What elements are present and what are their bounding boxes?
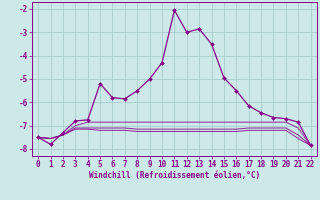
X-axis label: Windchill (Refroidissement éolien,°C): Windchill (Refroidissement éolien,°C): [89, 171, 260, 180]
